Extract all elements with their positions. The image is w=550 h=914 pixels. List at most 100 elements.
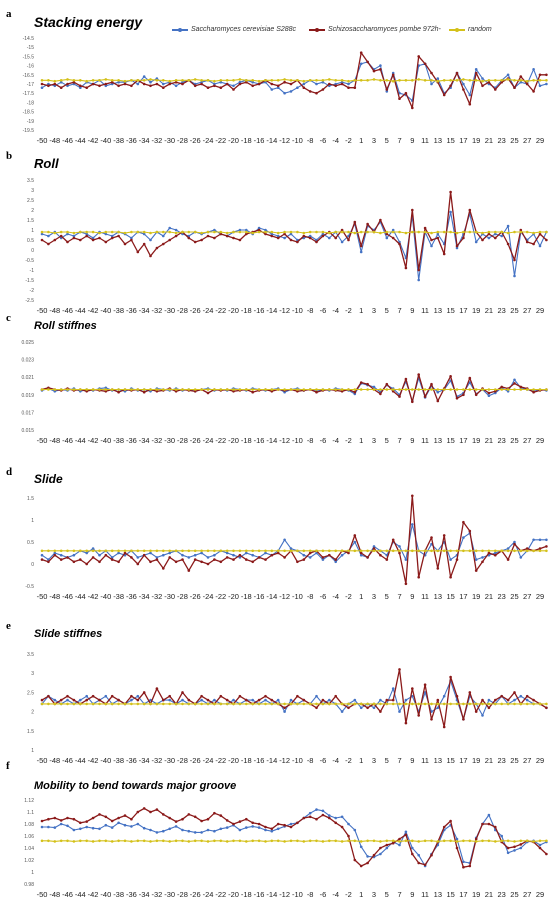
data-point (487, 813, 491, 817)
data-point (206, 828, 210, 832)
data-point (85, 820, 88, 823)
data-point (372, 706, 376, 710)
data-point (91, 388, 95, 391)
x-tick-label: -28 (177, 436, 188, 445)
data-point (500, 839, 504, 843)
x-tick-label: 21 (485, 756, 493, 765)
data-point (545, 82, 548, 86)
data-point (264, 80, 267, 84)
data-point (525, 698, 529, 702)
data-point (474, 79, 478, 82)
x-tick-label: -22 (215, 592, 226, 601)
data-point (40, 388, 44, 391)
x-tick-label: -38 (113, 756, 124, 765)
data-point (270, 79, 274, 82)
data-point (436, 399, 440, 403)
data-point (123, 702, 127, 706)
data-point (270, 88, 274, 91)
data-point (500, 694, 504, 698)
data-point (494, 698, 497, 702)
data-point (200, 551, 203, 555)
data-point (91, 816, 95, 820)
data-point (506, 78, 510, 81)
data-point (72, 560, 76, 564)
x-tick-label: 3 (372, 756, 376, 765)
data-point (379, 388, 382, 391)
data-point (334, 821, 338, 825)
data-point (302, 698, 306, 702)
x-tick-label: -12 (279, 436, 290, 445)
data-point (328, 816, 331, 820)
data-point (545, 545, 548, 548)
data-point (251, 821, 254, 825)
data-point (110, 558, 114, 561)
x-tick-label: -16 (254, 592, 265, 601)
data-point (474, 230, 478, 234)
y-tick-label: 1.06 (24, 834, 34, 840)
data-point (85, 79, 88, 83)
data-point (47, 817, 50, 821)
data-point (110, 79, 114, 82)
data-point (174, 839, 178, 843)
data-point (468, 839, 472, 843)
data-point (366, 222, 369, 226)
data-point (251, 390, 254, 394)
data-point (340, 710, 344, 713)
data-point (200, 702, 203, 706)
data-point (500, 234, 504, 238)
data-point (519, 702, 523, 706)
data-point (155, 388, 159, 391)
data-point (430, 238, 433, 242)
data-point (200, 549, 203, 553)
x-tick-label: -46 (62, 890, 73, 899)
x-tick-label: -8 (307, 592, 314, 601)
data-point (487, 79, 491, 82)
data-point (538, 232, 542, 236)
data-point (340, 82, 344, 86)
data-point (110, 840, 114, 843)
data-point (500, 80, 504, 84)
x-tick-label: -40 (100, 306, 111, 315)
x-tick-label: 3 (372, 592, 376, 601)
data-point (353, 540, 357, 544)
data-point (193, 553, 197, 557)
data-point (187, 230, 191, 234)
data-point (213, 839, 216, 843)
data-point (455, 837, 459, 841)
data-point (66, 556, 69, 559)
data-point (98, 84, 101, 88)
x-tick-label: 15 (446, 890, 454, 899)
x-tick-label: 11 (421, 136, 429, 145)
data-point (359, 79, 363, 82)
x-tick-label: 15 (446, 306, 454, 315)
data-point (264, 702, 267, 706)
x-tick-label: 27 (523, 136, 531, 145)
data-point (423, 683, 427, 686)
data-point (442, 252, 446, 256)
data-point (308, 549, 312, 553)
data-point (385, 232, 389, 236)
y-tick-label: 0 (31, 562, 34, 568)
data-point (328, 236, 331, 240)
data-point (232, 553, 235, 557)
data-point (391, 388, 395, 391)
data-point (513, 388, 516, 391)
x-tick-label: -28 (177, 136, 188, 145)
data-point (487, 702, 491, 706)
y-tick-label: 1.5 (27, 496, 34, 502)
x-tick-label: 1 (359, 436, 363, 445)
legend-swatch-s-pombe (309, 27, 325, 32)
data-point (366, 855, 369, 858)
data-point (142, 553, 146, 557)
data-point (66, 388, 69, 391)
data-point (66, 240, 69, 244)
x-tick-label: -4 (332, 136, 339, 145)
data-point (513, 691, 516, 694)
x-tick-label: -18 (241, 890, 252, 899)
data-point (59, 819, 63, 822)
data-point (538, 73, 542, 77)
data-point (213, 388, 216, 391)
data-point (506, 558, 510, 561)
data-point (423, 395, 427, 398)
data-point (385, 230, 389, 234)
